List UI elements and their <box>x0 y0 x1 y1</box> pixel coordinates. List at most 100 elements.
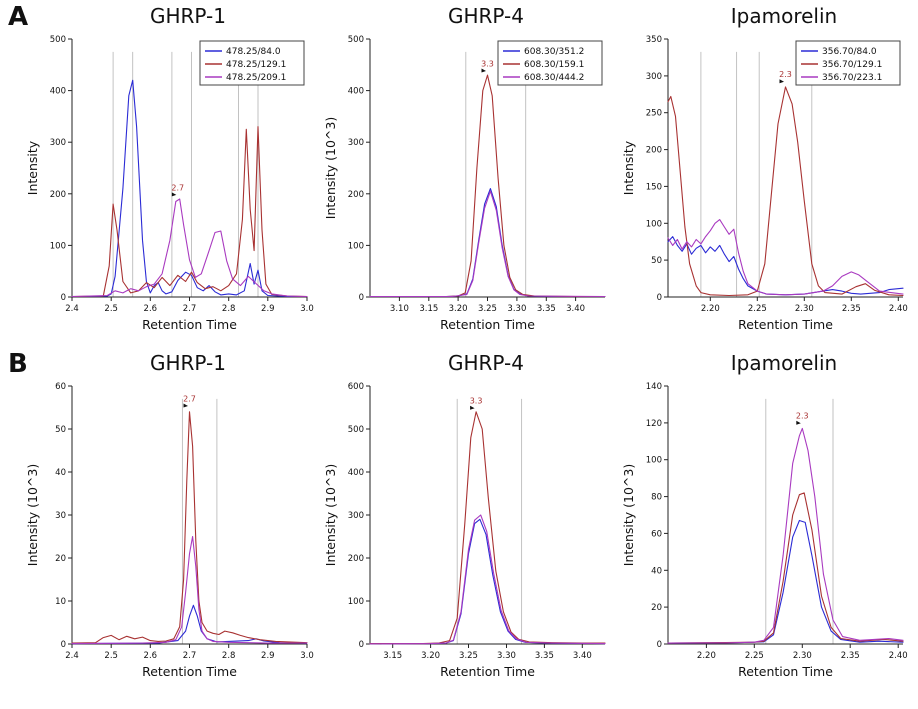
y-tick-label: 140 <box>646 382 662 392</box>
chart-b-ipamorelin: Ipamorelin 0 20 40 60 80 100 120 140 2.20 2.25 2.3… <box>620 351 912 686</box>
trace-608.30-351.2 <box>369 188 606 298</box>
x-tick-label: 2.6 <box>144 304 158 314</box>
y-tick-label: 350 <box>646 35 662 45</box>
x-tick-label: 2.7 <box>183 651 197 661</box>
panel-a-charts: GHRP-1 0 100 200 300 400 500 2.4 2.5 2.6 2.7 2.8 2.… <box>24 4 918 339</box>
x-tick-label: 2.30 <box>795 304 814 314</box>
x-tick-label: 3.25 <box>478 304 497 314</box>
peak-apex-marker <box>171 192 177 197</box>
peak-apex-marker <box>481 68 486 73</box>
chart-b-ghrp4: GHRP-4 0 100 200 300 400 500 600 3.15 3.20 3.25 3.… <box>322 351 614 686</box>
y-tick-label: 120 <box>646 419 662 429</box>
chart-svg-a-ghrp1: 0 100 200 300 400 500 2.4 2.5 2.6 2.7 2.8 2.9 3.0 2.7… <box>25 35 314 332</box>
x-tick-label: 3.40 <box>573 651 592 661</box>
x-tick-label: 2.4 <box>65 304 79 314</box>
peak-apex-marker <box>183 403 188 408</box>
chart-plot: 0 100 200 300 400 500 600 3.15 3.20 3.25 3.30 3.35 3… <box>323 376 613 686</box>
chart-b-ghrp1: GHRP-1 0 10 20 30 40 50 60 2.4 2.5 2.6 2.7 2.8 2.9 3.… <box>24 351 316 686</box>
legend-label: 608.30/444.2 <box>524 73 584 83</box>
trace-478.25-209.1 <box>71 198 308 298</box>
x-tick-label: 2.35 <box>842 304 861 314</box>
legend-label: 356.70/84.0 <box>822 47 877 57</box>
y-tick-label: 100 <box>50 241 66 251</box>
y-tick-label: 80 <box>651 493 662 503</box>
panel-b-charts: GHRP-1 0 10 20 30 40 50 60 2.4 2.5 2.6 2.7 2.8 2.9 3.… <box>24 351 918 686</box>
x-tick-label: 2.4 <box>65 651 79 661</box>
x-tick-label: 2.30 <box>793 651 812 661</box>
legend-label: 356.70/223.1 <box>822 73 882 83</box>
y-axis-title: Intensity (10^3) <box>25 464 40 566</box>
chart-plot: 0 50 100 150 200 250 300 350 2.20 2.25 2.30 2.35 2.4… <box>621 29 911 339</box>
y-tick-label: 200 <box>50 190 66 200</box>
y-tick-label: 100 <box>348 597 364 607</box>
legend-label: 608.30/351.2 <box>524 47 584 57</box>
chart-title: GHRP-4 <box>448 351 524 375</box>
x-tick-label: 3.35 <box>535 651 554 661</box>
y-tick-label: 60 <box>651 529 662 539</box>
y-tick-label: 150 <box>646 182 662 192</box>
x-axis-title: Retention Time <box>142 664 237 679</box>
chart-title: GHRP-1 <box>150 4 226 28</box>
trace-478.25-84.0 <box>71 79 308 298</box>
peak-rt-label: 2.7 <box>171 183 184 192</box>
trace-blue-trace <box>71 604 308 645</box>
y-tick-label: 40 <box>651 566 662 576</box>
x-tick-label: 2.20 <box>701 304 720 314</box>
y-tick-label: 40 <box>55 468 66 478</box>
y-tick-label: 60 <box>55 382 66 392</box>
x-tick-label: 2.40 <box>889 304 908 314</box>
x-tick-label: 2.5 <box>104 304 118 314</box>
peak-rt-label: 3.3 <box>470 397 483 406</box>
trace-356.70-223.1 <box>667 219 904 296</box>
chart-plot: 0 100 200 300 400 500 3.10 3.15 3.20 3.25 3.30 3.35… <box>323 29 613 339</box>
x-axis-title: Retention Time <box>142 317 237 332</box>
panel-b: B GHRP-1 0 10 20 30 40 50 60 2.4 2.5 2.6 2.7 2.8 2.9… <box>0 351 918 686</box>
trace-violet-trace <box>71 535 308 645</box>
y-tick-label: 200 <box>348 190 364 200</box>
chart-a-ipamorelin: Ipamorelin 0 50 100 150 200 250 300 350 2.20 2.25… <box>620 4 912 339</box>
x-tick-label: 2.8 <box>222 651 236 661</box>
x-tick-label: 3.40 <box>566 304 585 314</box>
x-axis-title: Retention Time <box>440 664 535 679</box>
trace-dark-red-trace <box>71 411 308 644</box>
panel-a: A GHRP-1 0 100 200 300 400 500 2.4 2.5 2.6 2.7 2.8… <box>0 4 918 339</box>
chart-plot: 0 10 20 30 40 50 60 2.4 2.5 2.6 2.7 2.8 2.9 3.0 2.7 Ret… <box>25 376 315 686</box>
y-tick-label: 0 <box>359 293 364 303</box>
y-axis-title: Intensity <box>25 140 40 195</box>
legend-label: 356.70/129.1 <box>822 60 882 70</box>
y-tick-label: 300 <box>50 138 66 148</box>
y-tick-label: 300 <box>646 72 662 82</box>
legend-label: 478.25/84.0 <box>226 47 281 57</box>
y-tick-label: 50 <box>55 425 66 435</box>
peak-rt-label: 3.3 <box>481 60 494 69</box>
y-tick-label: 600 <box>348 382 364 392</box>
x-tick-label: 2.8 <box>222 304 236 314</box>
y-tick-label: 20 <box>55 554 66 564</box>
y-tick-label: 100 <box>646 219 662 229</box>
x-tick-label: 2.6 <box>144 651 158 661</box>
peak-rt-label: 2.3 <box>779 70 792 79</box>
x-tick-label: 2.40 <box>889 651 908 661</box>
y-tick-label: 50 <box>651 256 662 266</box>
y-tick-label: 500 <box>50 35 66 45</box>
trace-dark-red-trace <box>369 411 606 645</box>
x-tick-label: 2.7 <box>183 304 197 314</box>
x-tick-label: 3.25 <box>459 651 478 661</box>
legend-label: 608.30/159.1 <box>524 60 584 70</box>
y-tick-label: 100 <box>348 241 364 251</box>
trace-blue-trace <box>667 519 904 644</box>
x-tick-label: 2.25 <box>748 304 767 314</box>
peak-rt-label: 2.7 <box>183 395 196 404</box>
figure: A GHRP-1 0 100 200 300 400 500 2.4 2.5 2.6 2.7 2.8… <box>0 4 918 686</box>
chart-title: GHRP-1 <box>150 351 226 375</box>
x-axis-title: Retention Time <box>738 317 833 332</box>
x-tick-label: 3.0 <box>300 651 314 661</box>
x-axis-title: Retention Time <box>440 317 535 332</box>
trace-478.25-129.1 <box>71 126 308 298</box>
y-tick-label: 0 <box>61 640 66 650</box>
y-tick-label: 20 <box>651 603 662 613</box>
y-tick-label: 10 <box>55 597 66 607</box>
y-tick-label: 0 <box>61 293 66 303</box>
chart-svg-a-ipamorelin: 0 50 100 150 200 250 300 350 2.20 2.25 2.30 2.35 2.4… <box>621 35 908 332</box>
peak-rt-label: 2.3 <box>796 412 809 421</box>
